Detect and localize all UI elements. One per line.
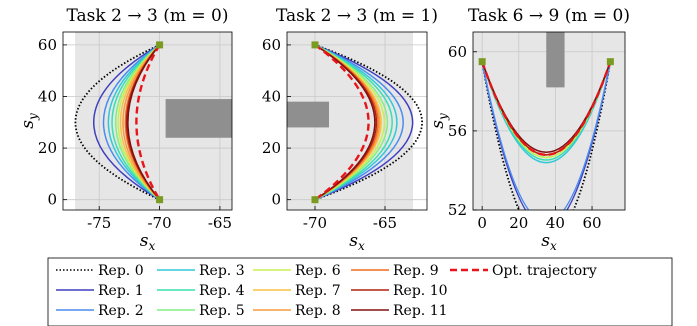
legend: Rep. 0 Rep. 1 Rep. 2 Rep. 3 Rep. 4 Rep. 5 Rep.… [47, 257, 673, 326]
rep-0-line [314, 44, 423, 201]
endpoint-marker [478, 58, 486, 66]
rep-5-line [314, 44, 388, 201]
rep-4-line [314, 44, 393, 201]
opt-trajectory-line [481, 61, 612, 157]
y-tick-label: 60 [38, 36, 57, 54]
rep-1-line [314, 44, 414, 201]
legend-label: Rep. 0 [98, 263, 144, 279]
panel-title: Task 6 → 9 (m = 0) [468, 6, 630, 26]
x-tick-label: -75 [87, 214, 111, 232]
legend-label: Rep. 3 [199, 263, 245, 279]
rep-3-line [314, 44, 398, 201]
y-axis-label: sy [18, 113, 40, 129]
endpoint-marker [311, 41, 319, 49]
legend-label: Rep. 9 [393, 263, 439, 279]
obstacle [287, 101, 329, 128]
x-axis-label: sx [349, 231, 365, 253]
endpoint-marker [156, 196, 164, 204]
axes-frame [472, 31, 626, 211]
legend-label: Opt. trajectory [492, 263, 597, 279]
x-tick-label: 60 [582, 214, 601, 232]
rep-7-line [119, 44, 161, 201]
legend-label: Rep. 6 [295, 263, 341, 279]
x-axis-label: sx [140, 231, 156, 253]
y-tick-label: 20 [38, 139, 57, 157]
rep-6-line [117, 44, 161, 201]
x-tick-label: -65 [373, 214, 397, 232]
x-axis-label: sx [541, 231, 557, 253]
x-tick-label: -70 [303, 214, 327, 232]
rep-2-line [102, 44, 160, 201]
legend-label: Rep. 2 [98, 303, 144, 319]
panel-title: Task 2 → 3 (m = 1) [276, 6, 438, 26]
y-tick-label: 0 [271, 191, 281, 209]
opt-trajectory-line [135, 44, 161, 201]
rep-0-line [481, 61, 612, 210]
x-tick-label: -70 [147, 214, 171, 232]
rep-3-line [107, 44, 161, 201]
y-tick-label: 40 [38, 87, 57, 105]
panel-1: -75 -70 -65 0 20 40 60 sx sy Task 2 → 3 (m = 0) [18, 6, 233, 253]
rep-2-line [314, 44, 404, 201]
panel-2: -70 -65 0 20 40 60 sx Task 2 → 3 (m = 1) [262, 6, 438, 253]
endpoint-marker [311, 196, 319, 204]
legend-label: Rep. 11 [393, 303, 448, 319]
endpoint-marker [156, 41, 164, 49]
panel-3: 0 20 40 60 52 56 60 sx sy Task 6 → 9 (m = 0) [428, 6, 630, 253]
x-tick-label: 20 [509, 214, 528, 232]
axes-frame [62, 31, 233, 211]
rep-1-line [92, 44, 160, 201]
y-axis-label: sy [428, 113, 450, 129]
y-tick-label: 0 [47, 191, 57, 209]
legend-label: Rep. 8 [295, 303, 341, 319]
y-tick-label: 60 [448, 43, 467, 61]
legend-label: Rep. 5 [199, 303, 245, 319]
legend-label: Rep. 7 [295, 283, 341, 299]
panel-title: Task 2 → 3 (m = 0) [67, 6, 229, 26]
y-tick-label: 56 [448, 122, 467, 140]
x-tick-label: 0 [477, 214, 487, 232]
rep-2-line [481, 61, 612, 210]
legend-label: Rep. 1 [98, 283, 144, 299]
rep-11-line [127, 44, 161, 201]
x-tick-label: 40 [546, 214, 565, 232]
legend-label: Rep. 4 [199, 283, 245, 299]
endpoint-marker [606, 58, 614, 66]
x-tick-label: -65 [208, 214, 232, 232]
axes-frame [286, 31, 428, 211]
obstacle [165, 99, 232, 138]
rep-11-line [314, 44, 376, 201]
y-tick-label: 60 [262, 36, 281, 54]
obstacle [546, 32, 565, 88]
rep-4-line [111, 44, 161, 201]
y-tick-label: 52 [448, 201, 467, 219]
rep-0-line [74, 44, 160, 201]
legend-label: Rep. 10 [393, 283, 448, 299]
y-tick-label: 20 [262, 139, 281, 157]
y-tick-label: 40 [262, 87, 281, 105]
rep-6-line [314, 44, 385, 201]
